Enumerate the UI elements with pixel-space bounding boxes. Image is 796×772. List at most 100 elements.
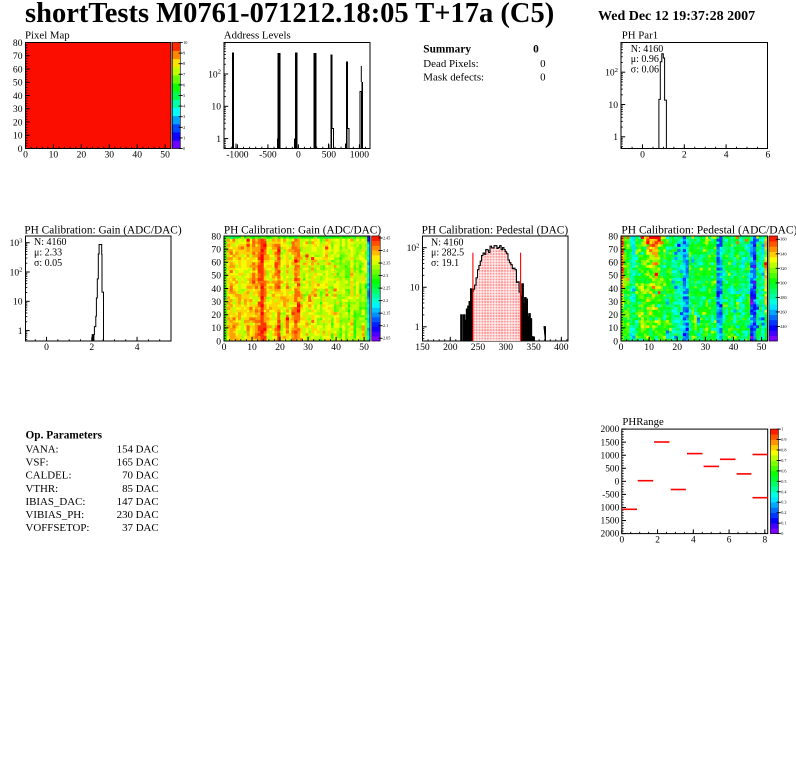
- svg-text:30: 30: [105, 149, 115, 160]
- svg-text:2.4: 2.4: [383, 248, 389, 253]
- svg-text:0.1: 0.1: [781, 521, 786, 526]
- svg-text:154 DAC: 154 DAC: [117, 444, 159, 456]
- svg-text:VSF:: VSF:: [26, 457, 49, 469]
- svg-text:σ: 0.06: σ: 0.06: [631, 64, 659, 75]
- svg-text:μ: 0.96: μ: 0.96: [631, 54, 659, 65]
- svg-text:10: 10: [644, 342, 654, 353]
- svg-text:PHRange: PHRange: [622, 416, 664, 428]
- svg-text:PH Calibration: Gain (ADC/DAC): PH Calibration: Gain (ADC/DAC): [224, 225, 381, 237]
- svg-text:0: 0: [781, 531, 783, 536]
- svg-text:10: 10: [608, 100, 618, 111]
- svg-text:2: 2: [89, 342, 94, 353]
- svg-text:2: 2: [183, 125, 185, 130]
- svg-text:102: 102: [10, 267, 23, 279]
- svg-text:1500: 1500: [601, 438, 620, 448]
- svg-text:9: 9: [183, 51, 185, 56]
- svg-text:60: 60: [211, 258, 221, 269]
- svg-text:10: 10: [211, 323, 221, 334]
- svg-text:10: 10: [608, 323, 618, 334]
- svg-text:IBIAS_DAC:: IBIAS_DAC:: [26, 496, 86, 508]
- svg-text:Pixel Map: Pixel Map: [25, 30, 70, 42]
- svg-text:0.9: 0.9: [781, 437, 786, 442]
- svg-text:30: 30: [211, 297, 221, 308]
- svg-text:Summary: Summary: [423, 44, 471, 56]
- svg-text:0: 0: [540, 58, 546, 70]
- svg-text:280: 280: [780, 295, 786, 300]
- svg-text:40: 40: [13, 91, 23, 102]
- svg-text:260: 260: [780, 309, 786, 314]
- svg-text:7: 7: [183, 72, 185, 77]
- svg-text:2.05: 2.05: [383, 336, 390, 341]
- svg-text:20: 20: [13, 117, 23, 128]
- svg-text:1500: 1500: [601, 517, 620, 527]
- svg-text:240: 240: [780, 324, 786, 329]
- svg-text:0: 0: [540, 71, 546, 83]
- svg-text:Address Levels: Address Levels: [224, 30, 291, 42]
- svg-text:30: 30: [13, 104, 23, 115]
- svg-text:85 DAC: 85 DAC: [122, 483, 159, 495]
- svg-text:0.7: 0.7: [781, 458, 786, 463]
- svg-text:37 DAC: 37 DAC: [122, 522, 159, 534]
- svg-text:40: 40: [331, 342, 341, 353]
- svg-text:320: 320: [780, 266, 786, 271]
- svg-text:0: 0: [44, 342, 49, 353]
- svg-text:1000: 1000: [350, 149, 369, 160]
- svg-text:6: 6: [183, 82, 185, 87]
- svg-text:10: 10: [410, 283, 420, 294]
- svg-text:PH Par1: PH Par1: [622, 30, 658, 42]
- svg-text:4: 4: [724, 149, 729, 160]
- svg-text:2.45: 2.45: [383, 236, 390, 241]
- svg-text:N: 4160: N: 4160: [431, 237, 464, 248]
- svg-text:102: 102: [605, 67, 618, 79]
- svg-text:VOFFSETOP:: VOFFSETOP:: [26, 522, 90, 534]
- svg-text:500: 500: [605, 464, 619, 474]
- svg-text:1: 1: [781, 427, 783, 432]
- svg-text:165 DAC: 165 DAC: [117, 457, 159, 469]
- svg-text:6: 6: [727, 535, 732, 545]
- svg-text:N: 4160: N: 4160: [631, 44, 664, 55]
- svg-text:2.2: 2.2: [383, 298, 388, 303]
- svg-text:1: 1: [216, 134, 221, 145]
- svg-text:10: 10: [49, 149, 59, 160]
- svg-text:80: 80: [608, 231, 618, 242]
- svg-text:0.8: 0.8: [781, 448, 786, 453]
- svg-text:30: 30: [701, 342, 711, 353]
- svg-text:μ: 2.33: μ: 2.33: [34, 248, 62, 259]
- svg-text:50: 50: [359, 342, 369, 353]
- svg-text:300: 300: [780, 280, 786, 285]
- svg-text:8: 8: [183, 61, 185, 66]
- svg-text:Wed Dec 12 19:37:28 2007: Wed Dec 12 19:37:28 2007: [598, 9, 755, 24]
- svg-text:0: 0: [23, 149, 28, 160]
- svg-text:1: 1: [18, 326, 23, 337]
- svg-text:CALDEL:: CALDEL:: [26, 470, 72, 482]
- svg-text:80: 80: [13, 38, 23, 49]
- svg-text:400: 400: [554, 342, 569, 353]
- svg-text:VTHR:: VTHR:: [26, 483, 59, 495]
- svg-text:2.3: 2.3: [383, 273, 388, 278]
- svg-text:Mask defects:: Mask defects:: [423, 71, 484, 83]
- svg-text:VANA:: VANA:: [26, 444, 59, 456]
- svg-text:340: 340: [780, 251, 786, 256]
- svg-text:230 DAC: 230 DAC: [117, 509, 159, 521]
- svg-text:1: 1: [183, 135, 185, 140]
- svg-text:-500: -500: [602, 491, 619, 501]
- svg-text:20: 20: [77, 149, 87, 160]
- svg-text:2000: 2000: [601, 530, 620, 540]
- svg-text:0: 0: [619, 535, 624, 545]
- svg-text:2: 2: [682, 149, 687, 160]
- svg-text:6: 6: [766, 149, 771, 160]
- svg-text:0: 0: [619, 342, 624, 353]
- svg-text:1: 1: [613, 132, 618, 143]
- svg-text:360: 360: [780, 237, 786, 242]
- svg-text:20: 20: [275, 342, 285, 353]
- svg-text:PH Calibration: Pedestal (ADC/: PH Calibration: Pedestal (ADC/DAC): [621, 225, 796, 237]
- svg-text:30: 30: [303, 342, 313, 353]
- svg-text:70: 70: [608, 244, 618, 255]
- svg-text:3: 3: [183, 114, 185, 119]
- svg-text:0: 0: [216, 336, 221, 347]
- svg-text:0: 0: [613, 336, 618, 347]
- svg-text:20: 20: [211, 310, 221, 321]
- svg-text:0.3: 0.3: [781, 500, 786, 505]
- svg-text:102: 102: [407, 242, 420, 254]
- svg-text:103: 103: [10, 237, 24, 249]
